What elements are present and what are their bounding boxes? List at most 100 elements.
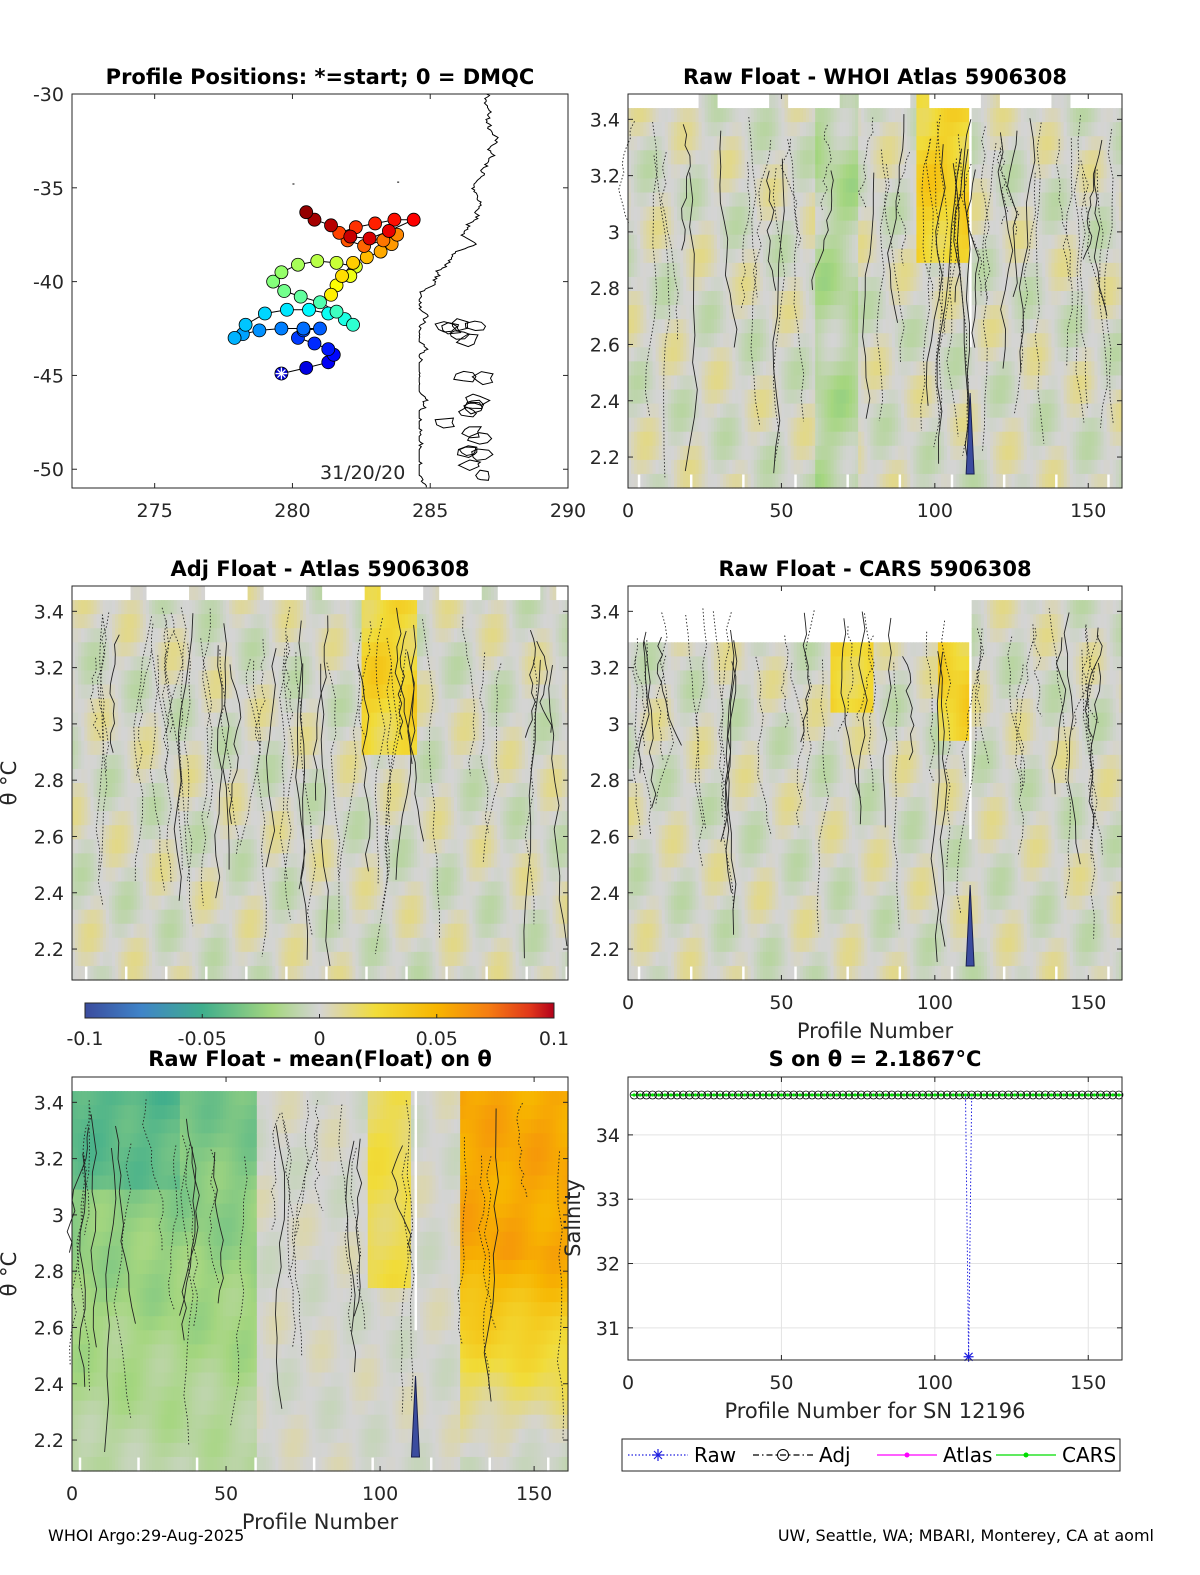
heatmap-cell [670, 389, 675, 405]
heatmap-cell [720, 375, 724, 391]
heatmap-cell [664, 164, 669, 180]
heatmap-cell [658, 361, 663, 377]
heatmap-cell [753, 234, 758, 250]
heatmap-cell [713, 389, 718, 405]
heatmap-cell [680, 431, 684, 447]
heatmap-cell [646, 319, 651, 334]
heatmap-cell [640, 459, 644, 475]
raw-whoi-heatmap [618, 94, 1123, 489]
heatmap-cell [704, 262, 709, 278]
heatmap-cell [649, 248, 654, 264]
heatmap-cell [649, 445, 654, 461]
heatmap-cell [692, 305, 697, 320]
heatmap-cell [667, 291, 672, 306]
heatmap-cell [646, 431, 651, 447]
heatmap-cell [689, 262, 694, 278]
heatmap-cell [640, 431, 644, 447]
heatmap-cell [689, 248, 694, 264]
heatmap-cell [643, 375, 648, 391]
heatmap-cell [701, 347, 706, 362]
heatmap-cell [661, 192, 666, 208]
heatmap-cell [631, 417, 635, 433]
heatmap-cell [643, 262, 648, 278]
heatmap-cell [750, 108, 755, 123]
heatmap-cell [634, 206, 638, 222]
heatmap-cell [649, 192, 654, 208]
heatmap-cell [640, 248, 644, 264]
heatmap-cell [664, 291, 669, 306]
heatmap-cell [716, 108, 721, 123]
heatmap-cell [726, 291, 730, 306]
heatmap-cell [729, 403, 733, 419]
heatmap-cell [652, 333, 657, 348]
heatmap-cell [646, 122, 651, 137]
heatmap-cell [692, 234, 697, 250]
ytick-label: 2.8 [590, 278, 620, 300]
heatmap-cell [652, 431, 657, 447]
heatmap-cell [723, 192, 727, 208]
heatmap-cell [710, 417, 715, 433]
heatmap-cell [637, 375, 641, 391]
heatmap-cell [698, 122, 703, 137]
heatmap-cell [747, 220, 752, 236]
heatmap-cell [704, 403, 709, 419]
heatmap-cell [738, 459, 743, 475]
heatmap-cell [655, 234, 660, 250]
heatmap-cell [689, 375, 694, 391]
heatmap-cell [744, 178, 749, 194]
heatmap-cell [646, 150, 651, 165]
heatmap-cell [674, 361, 678, 377]
heatmap-cell [634, 192, 638, 208]
heatmap-cell [704, 431, 709, 447]
heatmap-cell [707, 333, 712, 348]
heatmap-cell [661, 291, 666, 306]
heatmap-cell [664, 248, 669, 264]
heatmap-cell [738, 291, 743, 306]
heatmap-cell [631, 333, 635, 348]
heatmap-cell [710, 375, 715, 391]
heatmap-cell [735, 164, 740, 180]
heatmap-cell [720, 276, 724, 292]
heatmap-cell [667, 108, 672, 123]
heatmap-cell [735, 473, 740, 489]
heatmap-cell [677, 459, 681, 475]
heatmap-cell [732, 403, 736, 419]
heatmap-cell [680, 389, 684, 405]
heatmap-cell [695, 319, 700, 334]
heatmap-cell [643, 150, 648, 165]
heatmap-cell [634, 234, 638, 250]
heatmap-cell [646, 305, 651, 320]
track-point [310, 254, 325, 268]
heatmap-cell [744, 150, 749, 165]
heatmap-cell [738, 445, 743, 461]
heatmap-cell [631, 459, 635, 475]
track-point [313, 295, 327, 310]
island [434, 417, 455, 429]
heatmap-cell [637, 150, 641, 165]
heatmap-cell [640, 276, 644, 292]
heatmap-cell [628, 431, 632, 447]
heatmap-cell [701, 361, 706, 377]
heatmap-cell [701, 122, 706, 137]
heatmap-cell [726, 431, 730, 447]
heatmap-cell [720, 122, 724, 137]
heatmap-cell [631, 178, 635, 194]
heatmap-cell [750, 206, 755, 222]
heatmap-cell [704, 220, 709, 236]
heatmap-cell [716, 136, 721, 151]
heatmap-cell [716, 305, 721, 320]
heatmap-cell [738, 136, 743, 151]
heatmap-cell [686, 220, 690, 236]
heatmap-cell [689, 164, 694, 180]
heatmap-cell [649, 459, 654, 475]
heatmap-cell [704, 473, 709, 489]
heatmap-cell [698, 431, 703, 447]
heatmap-cell [720, 473, 724, 489]
heatmap-cell [701, 417, 706, 433]
heatmap-cell [735, 178, 740, 194]
heatmap-cell [723, 291, 727, 306]
heatmap-cell [726, 347, 730, 362]
heatmap-cell [723, 108, 727, 123]
heatmap-cell [683, 389, 687, 405]
island [453, 370, 477, 383]
